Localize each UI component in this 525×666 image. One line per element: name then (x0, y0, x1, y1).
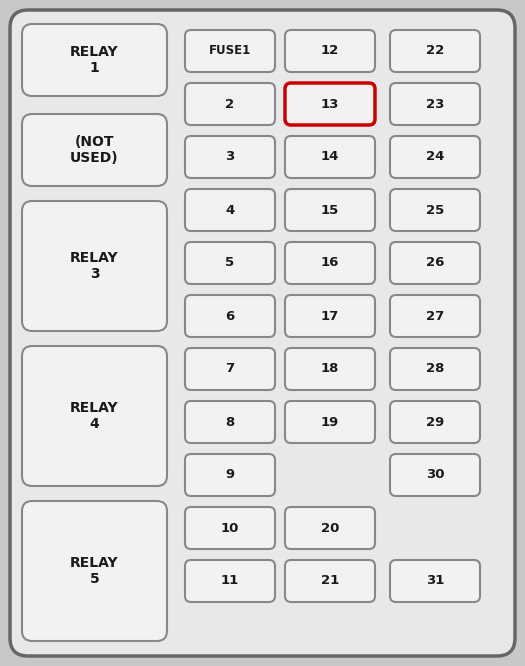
Text: 4: 4 (225, 204, 235, 216)
Text: 23: 23 (426, 97, 444, 111)
FancyBboxPatch shape (390, 401, 480, 443)
Text: 8: 8 (225, 416, 235, 428)
Text: 27: 27 (426, 310, 444, 322)
Text: 2: 2 (225, 97, 235, 111)
FancyBboxPatch shape (185, 560, 275, 602)
Text: 11: 11 (221, 575, 239, 587)
Text: RELAY
5: RELAY 5 (70, 556, 119, 586)
Text: 6: 6 (225, 310, 235, 322)
FancyBboxPatch shape (390, 136, 480, 178)
FancyBboxPatch shape (22, 114, 167, 186)
Text: 30: 30 (426, 468, 444, 482)
Text: 25: 25 (426, 204, 444, 216)
Text: 20: 20 (321, 521, 339, 535)
Text: 21: 21 (321, 575, 339, 587)
FancyBboxPatch shape (185, 295, 275, 337)
FancyBboxPatch shape (285, 30, 375, 72)
Text: RELAY
1: RELAY 1 (70, 45, 119, 75)
Text: 26: 26 (426, 256, 444, 270)
FancyBboxPatch shape (185, 454, 275, 496)
Text: 15: 15 (321, 204, 339, 216)
FancyBboxPatch shape (185, 30, 275, 72)
FancyBboxPatch shape (285, 136, 375, 178)
FancyBboxPatch shape (390, 295, 480, 337)
Text: 13: 13 (321, 97, 339, 111)
FancyBboxPatch shape (285, 83, 375, 125)
FancyBboxPatch shape (285, 295, 375, 337)
FancyBboxPatch shape (185, 401, 275, 443)
Text: RELAY
3: RELAY 3 (70, 251, 119, 281)
FancyBboxPatch shape (285, 348, 375, 390)
FancyBboxPatch shape (390, 83, 480, 125)
FancyBboxPatch shape (390, 30, 480, 72)
Text: 9: 9 (225, 468, 235, 482)
Text: 10: 10 (221, 521, 239, 535)
FancyBboxPatch shape (22, 501, 167, 641)
Text: 16: 16 (321, 256, 339, 270)
Text: 31: 31 (426, 575, 444, 587)
Text: 24: 24 (426, 151, 444, 163)
FancyBboxPatch shape (22, 201, 167, 331)
FancyBboxPatch shape (22, 24, 167, 96)
Text: 3: 3 (225, 151, 235, 163)
Text: 18: 18 (321, 362, 339, 376)
FancyBboxPatch shape (285, 401, 375, 443)
Text: FUSE1: FUSE1 (209, 45, 251, 57)
Text: 22: 22 (426, 45, 444, 57)
FancyBboxPatch shape (22, 346, 167, 486)
Text: RELAY
4: RELAY 4 (70, 401, 119, 431)
Text: 28: 28 (426, 362, 444, 376)
FancyBboxPatch shape (185, 136, 275, 178)
Text: (NOT
USED): (NOT USED) (70, 135, 119, 165)
FancyBboxPatch shape (390, 242, 480, 284)
FancyBboxPatch shape (390, 348, 480, 390)
FancyBboxPatch shape (185, 348, 275, 390)
FancyBboxPatch shape (390, 454, 480, 496)
FancyBboxPatch shape (390, 560, 480, 602)
FancyBboxPatch shape (185, 83, 275, 125)
FancyBboxPatch shape (285, 560, 375, 602)
FancyBboxPatch shape (285, 242, 375, 284)
FancyBboxPatch shape (185, 507, 275, 549)
Text: 14: 14 (321, 151, 339, 163)
Text: 12: 12 (321, 45, 339, 57)
Text: 29: 29 (426, 416, 444, 428)
FancyBboxPatch shape (185, 189, 275, 231)
Text: 5: 5 (225, 256, 235, 270)
FancyBboxPatch shape (285, 189, 375, 231)
FancyBboxPatch shape (185, 242, 275, 284)
Text: 17: 17 (321, 310, 339, 322)
Text: 19: 19 (321, 416, 339, 428)
FancyBboxPatch shape (10, 10, 515, 656)
FancyBboxPatch shape (285, 507, 375, 549)
FancyBboxPatch shape (390, 189, 480, 231)
Text: 7: 7 (225, 362, 235, 376)
